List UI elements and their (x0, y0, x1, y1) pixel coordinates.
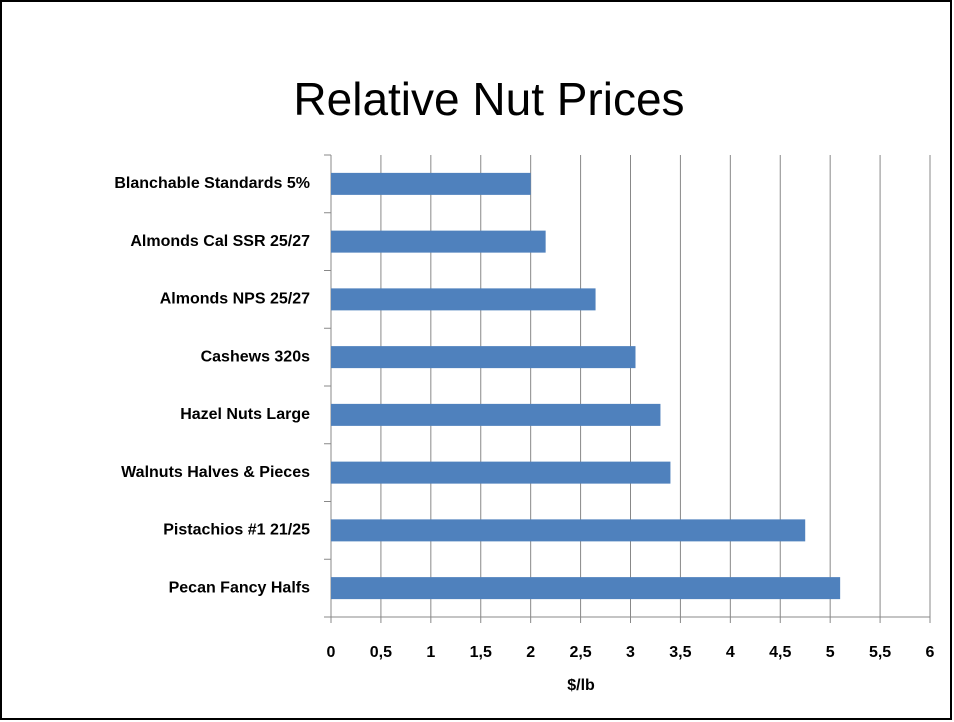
bar (331, 230, 546, 253)
y-tick-label: Almonds Cal SSR 25/27 (130, 233, 310, 250)
y-tick-label: Blanchable Standards 5% (114, 175, 310, 192)
y-tick-label: Pistachios #1 21/25 (163, 522, 310, 539)
x-tick-label: 5,5 (869, 644, 891, 661)
y-tick-label: Walnuts Halves & Pieces (121, 464, 310, 481)
x-tick-label: 4 (726, 644, 735, 661)
x-tick-label: 0 (327, 644, 336, 661)
y-tick-label: Hazel Nuts Large (180, 406, 310, 423)
x-tick-label: 3 (626, 644, 635, 661)
x-tick-label: 1 (426, 644, 435, 661)
x-tick-label: 2,5 (569, 644, 591, 661)
x-tick-label: 3,5 (669, 644, 691, 661)
bar (331, 519, 806, 542)
bar (331, 461, 671, 484)
bar (331, 172, 531, 195)
y-tick-label: Cashews 320s (201, 348, 311, 365)
bar (331, 577, 841, 600)
bar (331, 346, 636, 369)
x-tick-label: 1,5 (470, 644, 492, 661)
x-tick-label: 2 (526, 644, 535, 661)
x-axis-title: $/lb (567, 677, 595, 694)
bar (331, 288, 596, 311)
chart-title: Relative Nut Prices (293, 73, 684, 125)
y-tick-label: Pecan Fancy Halfs (169, 579, 311, 596)
x-tick-label: 4,5 (769, 644, 791, 661)
x-tick-label: 6 (926, 644, 935, 661)
x-tick-label: 5 (826, 644, 835, 661)
y-tick-label: Almonds NPS 25/27 (160, 291, 310, 308)
bar (331, 403, 661, 426)
x-tick-label: 0,5 (370, 644, 392, 661)
